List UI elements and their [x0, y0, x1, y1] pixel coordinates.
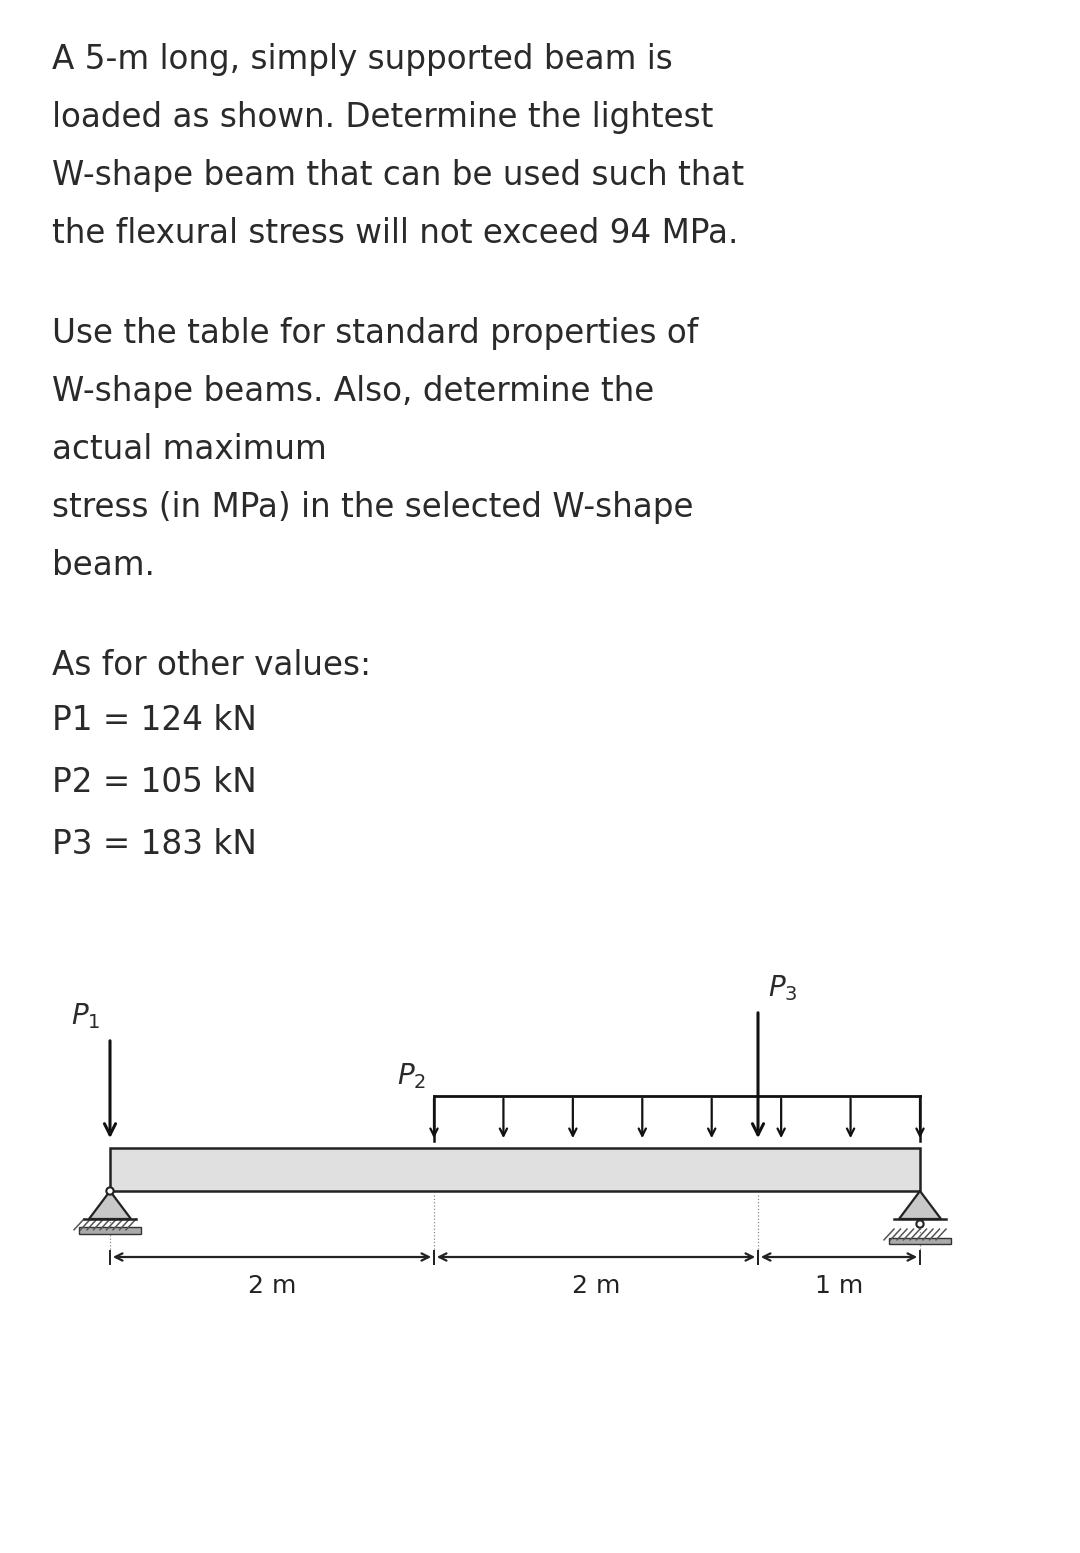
Text: actual maximum: actual maximum	[52, 433, 327, 466]
Bar	[889, 1238, 951, 1244]
Polygon shape	[899, 1191, 941, 1219]
Text: $\mathit{P}_1$: $\mathit{P}_1$	[70, 1002, 100, 1031]
Text: beam.: beam.	[52, 550, 154, 582]
Text: Use the table for standard properties of: Use the table for standard properties of	[52, 317, 699, 349]
Text: P1 = 124 kN: P1 = 124 kN	[52, 704, 257, 738]
Text: A 5-m long, simply supported beam is: A 5-m long, simply supported beam is	[52, 43, 673, 76]
Text: the flexural stress will not exceed 94 MPa.: the flexural stress will not exceed 94 M…	[52, 217, 739, 250]
Text: W-shape beam that can be used such that: W-shape beam that can be used such that	[52, 158, 744, 193]
Text: 2 m: 2 m	[247, 1273, 296, 1298]
Text: W-shape beams. Also, determine the: W-shape beams. Also, determine the	[52, 374, 654, 408]
Circle shape	[916, 1221, 923, 1228]
Bar	[110, 1148, 920, 1191]
Text: 1 m: 1 m	[815, 1273, 863, 1298]
Circle shape	[106, 1188, 113, 1194]
Text: $\mathit{P}_3$: $\mathit{P}_3$	[768, 974, 797, 1003]
Text: $\mathit{P}_2$: $\mathit{P}_2$	[396, 1061, 426, 1092]
Text: P2 = 105 kN: P2 = 105 kN	[52, 766, 257, 800]
Bar	[79, 1227, 141, 1235]
Polygon shape	[89, 1191, 131, 1219]
Text: loaded as shown. Determine the lightest: loaded as shown. Determine the lightest	[52, 101, 714, 134]
Text: As for other values:: As for other values:	[52, 649, 372, 682]
Text: 2 m: 2 m	[571, 1273, 620, 1298]
Text: stress (in MPa) in the selected W-shape: stress (in MPa) in the selected W-shape	[52, 491, 693, 523]
Text: P3 = 183 kN: P3 = 183 kN	[52, 828, 257, 860]
